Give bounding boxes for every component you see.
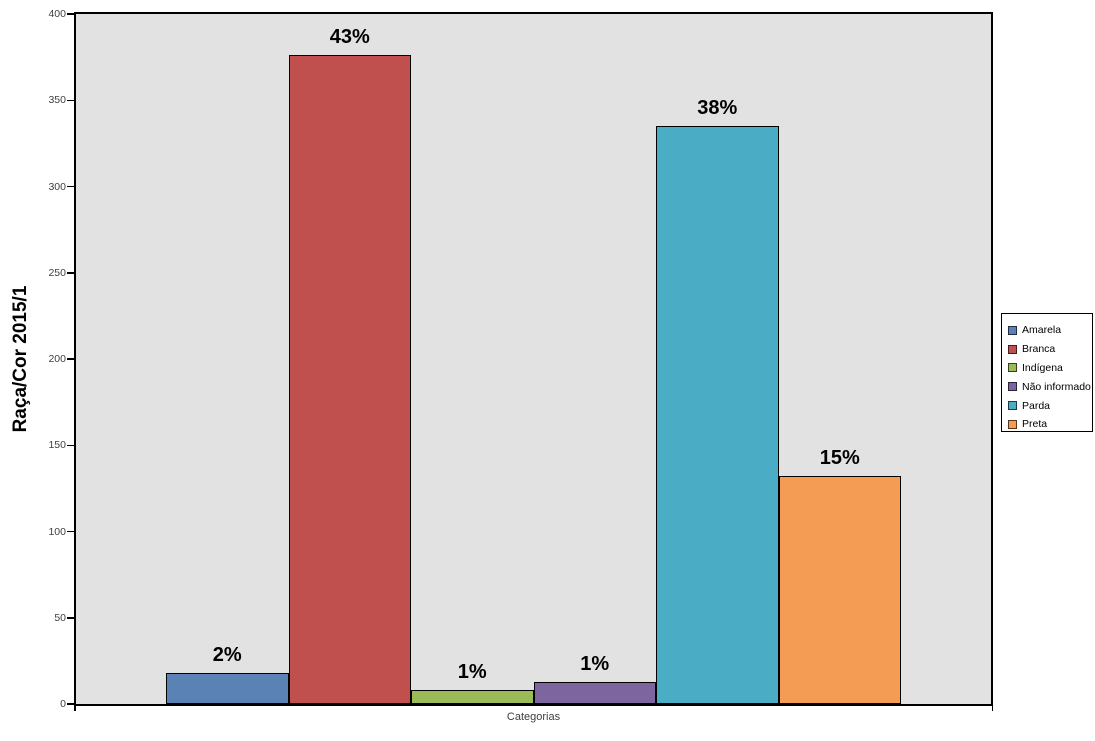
legend-label: Indígena [1022, 361, 1063, 374]
y-tick-mark [67, 272, 74, 274]
y-tick-mark [67, 617, 74, 619]
x-tick-mark [74, 706, 76, 711]
bar-value-label-nao-informado: 1% [580, 652, 610, 675]
legend-swatch-icon [1008, 382, 1017, 392]
bar-nao-informado [533, 681, 656, 704]
y-tick-label: 100 [48, 525, 66, 538]
legend-swatch-icon [1008, 344, 1017, 354]
bar-branca [288, 55, 411, 704]
bar-value-label-branca: 43% [329, 26, 370, 49]
y-tick-label: 150 [48, 439, 66, 452]
y-tick-mark [67, 99, 74, 101]
legend-label: Preta [1022, 418, 1048, 431]
y-tick-mark [67, 530, 74, 533]
legend-label: Não informado [1022, 380, 1091, 393]
legend-label: Branca [1022, 343, 1056, 356]
y-tick-label: 350 [48, 94, 66, 107]
bar-indigena [411, 690, 534, 704]
y-tick-label: 400 [48, 8, 66, 20]
bar-amarela [166, 672, 289, 704]
legend: Amarela Branca Indígena Não informado Parda P… [1001, 313, 1093, 432]
legend-swatch-icon [1008, 325, 1017, 335]
legend-swatch-icon [1008, 401, 1017, 411]
legend-swatch-icon [1008, 363, 1017, 373]
y-tick-label: 0 [60, 698, 66, 710]
y-tick-mark [67, 13, 74, 15]
x-axis-title: Categorias [506, 711, 561, 723]
bar-value-label-parda: 38% [697, 97, 738, 120]
bar-parda [656, 126, 779, 704]
x-tick-mark [991, 706, 993, 711]
y-tick-mark [67, 358, 74, 360]
legend-item-nao-informado: Não informado [1008, 377, 1091, 396]
legend-item-preta: Preta [1008, 415, 1090, 431]
y-tick-label: 250 [48, 266, 66, 279]
y-tick-label: 300 [48, 180, 66, 193]
bar-value-label-amarela: 2% [212, 643, 242, 666]
legend-item-amarela: Amarela [1008, 321, 1090, 340]
bar-value-label-indigena: 1% [457, 661, 487, 684]
legend-swatch-icon [1008, 419, 1017, 429]
y-tick-mark [67, 185, 74, 188]
y-tick-label: 50 [54, 611, 66, 624]
legend-item-indigena: Indígena [1008, 359, 1090, 378]
bar-preta [778, 476, 901, 704]
legend-item-branca: Branca [1008, 340, 1090, 359]
legend-item-parda: Parda [1008, 396, 1090, 415]
y-tick-mark [67, 444, 74, 446]
y-tick-mark [67, 703, 74, 705]
legend-label: Parda [1022, 399, 1051, 412]
legend-label: Amarela [1022, 324, 1062, 337]
bar-value-label-preta: 15% [819, 447, 860, 470]
y-tick-label: 200 [48, 353, 66, 365]
plot-area: 2% 43% 1% 1% 38% 15% [74, 12, 993, 706]
